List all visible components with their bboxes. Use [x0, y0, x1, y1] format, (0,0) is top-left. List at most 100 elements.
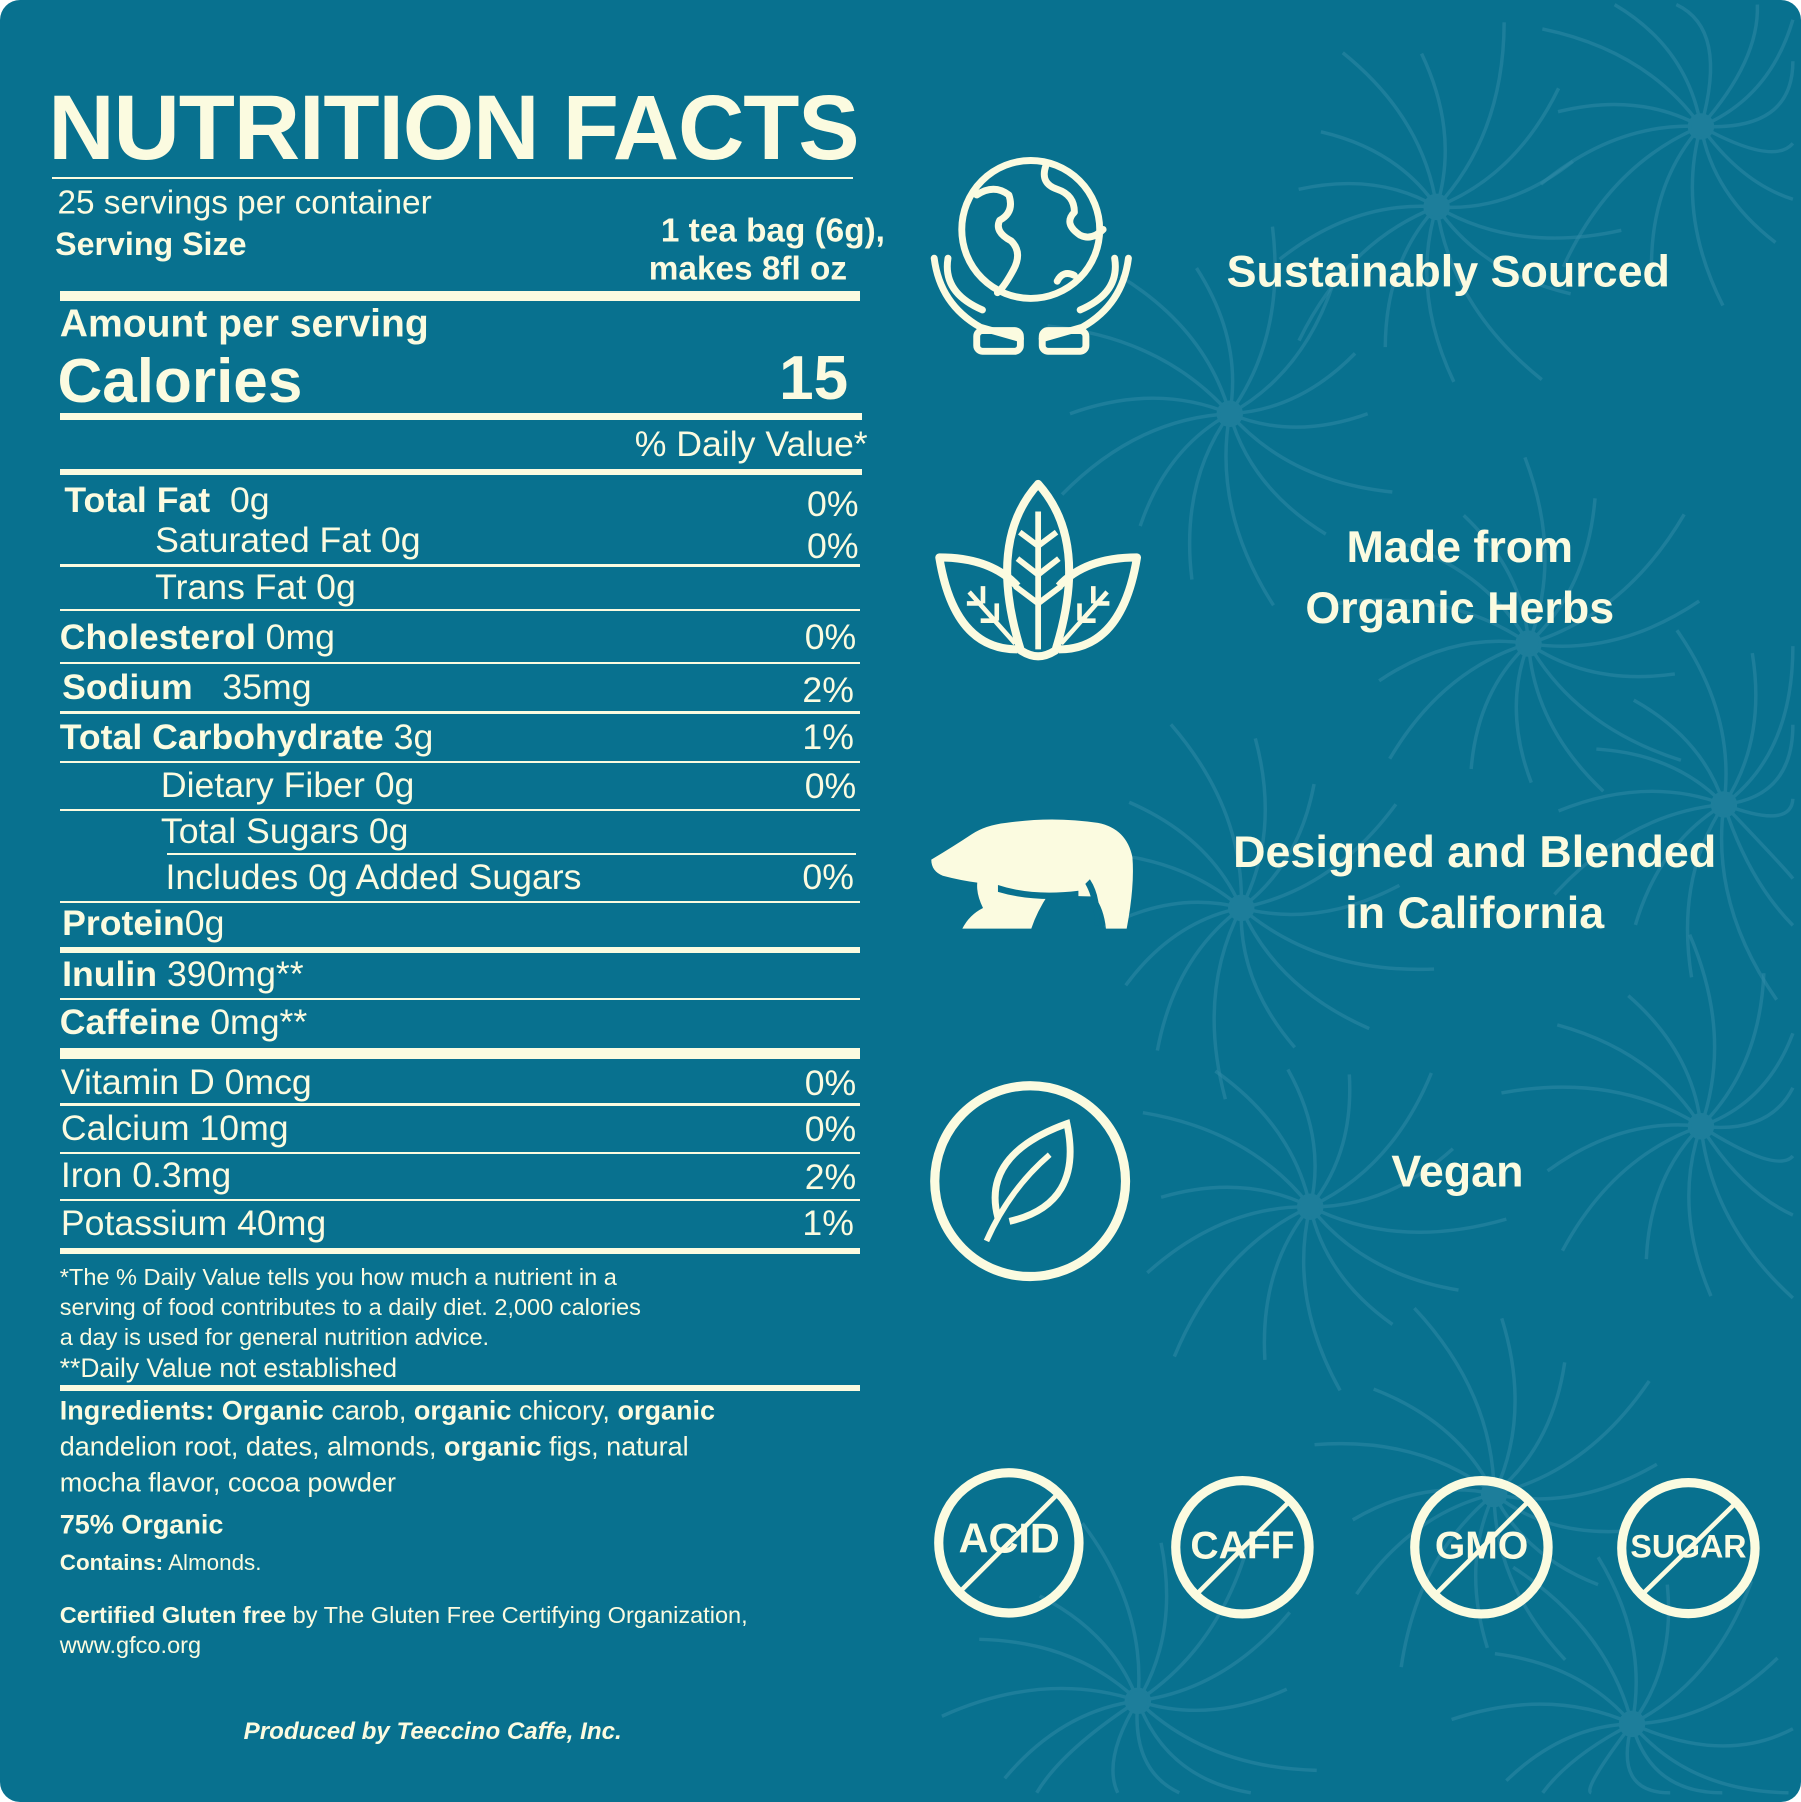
dandelion-strand — [1003, 1699, 1139, 1780]
dandelion-strand — [1308, 1206, 1394, 1326]
dandelion-seed-head — [1515, 630, 1542, 657]
dandelion-strand — [1310, 1147, 1455, 1209]
dandelion-strand — [1137, 1611, 1292, 1703]
dv-cholesterol: 0% — [804, 617, 857, 658]
nutrient-trans-fat: Trans Fat 0g — [155, 567, 356, 608]
dandelion-strand — [1195, 267, 1235, 415]
divider — [59, 1248, 860, 1254]
dandelion-strand — [1685, 803, 1726, 978]
badge-text: CAFF — [1190, 1524, 1295, 1568]
dandelion-strand — [1228, 413, 1327, 536]
dandelion-strand — [1553, 802, 1725, 896]
dandelion-strand — [1378, 639, 1529, 683]
dandelion-strand — [1172, 1205, 1311, 1358]
dandelion-strand — [1492, 1493, 1599, 1587]
dandelion-strand — [1722, 803, 1795, 880]
dandelion-burst — [1335, 456, 1701, 793]
dandelion-strand — [1308, 1074, 1352, 1208]
allergen-statement: Contains: Almonds. — [59, 1549, 262, 1575]
dandelion-strand — [1341, 51, 1439, 208]
ingredients-label: Ingredients: — [59, 1395, 215, 1426]
dandelion-strand — [1631, 1656, 1779, 1726]
label-title: NUTRITION FACTS — [48, 76, 859, 179]
dandelion-strand — [1492, 1362, 1567, 1496]
dv-sodium: 2% — [802, 669, 854, 710]
dandelion-strand — [1523, 456, 1547, 645]
gluten-statement: Certified Gluten free by The Gluten Free… — [60, 1603, 748, 1628]
nutrient-calcium: Calcium 10mg — [60, 1107, 289, 1148]
ingredient-text: organic — [617, 1395, 715, 1426]
badge-no-sugar: SUGAR — [1616, 1478, 1761, 1619]
dandelion-strand — [1690, 125, 1725, 307]
dandelion-strand — [1239, 907, 1297, 1049]
daily-value-header: % Daily Value* — [634, 424, 868, 464]
divider — [59, 760, 860, 764]
dandelion-strand — [1229, 352, 1357, 416]
dandelion-strand — [1675, 629, 1728, 805]
dandelion-strand — [1546, 1123, 1702, 1173]
dandelion-strand — [1228, 412, 1393, 494]
divider — [59, 1385, 860, 1391]
dandelion-strand — [1631, 1580, 1754, 1726]
calories-value: 15 — [779, 344, 849, 414]
dandelion-seed-head — [1687, 113, 1715, 140]
dandelion-strand — [1351, 1488, 1495, 1522]
dandelion-strand — [1528, 599, 1701, 648]
nutrient-caffeine: Caffeine 0mg** — [60, 1004, 308, 1041]
dandelion-strand — [1124, 906, 1242, 987]
nutrient-inulin: Inulin 390mg** — [62, 956, 304, 993]
dandelion-strand — [1699, 1126, 1795, 1300]
divider — [59, 468, 863, 475]
ingredient-text: figs, natural — [541, 1431, 689, 1462]
dandelion-strand — [1214, 1069, 1312, 1208]
dandelion-strand — [1262, 1205, 1312, 1360]
nutrient-amount: 0g — [229, 480, 270, 521]
dandelion-strand — [1700, 1124, 1795, 1163]
nutrient-vitamin-d: Vitamin D 0mcg — [60, 1061, 312, 1102]
divider — [59, 901, 860, 904]
dv-potassium: 1% — [802, 1203, 854, 1244]
dandelion-strand — [1399, 1492, 1496, 1668]
divider — [166, 852, 857, 856]
dandelion-burst — [1142, 1068, 1507, 1392]
dandelion-strand — [1388, 641, 1530, 760]
footnote-line: **Daily Value not established — [59, 1352, 398, 1383]
nutrient-name: Protein — [62, 903, 185, 944]
prohibited-icon — [1617, 1478, 1760, 1619]
amount-per-serving: Amount per serving — [59, 302, 429, 346]
dandelion-strand — [1309, 1072, 1433, 1209]
dandelion-strand — [1146, 1204, 1311, 1275]
dandelion-strand — [1473, 1493, 1496, 1649]
dandelion-strand — [1434, 206, 1543, 381]
contains-label: Contains: — [59, 1549, 164, 1575]
feature-line: Sustainably Sourced — [1226, 246, 1670, 297]
dandelion-strand — [1527, 498, 1597, 645]
dandelion-strand — [1119, 274, 1232, 415]
dandelion-strand — [1644, 1125, 1703, 1260]
dandelion-strand — [1699, 125, 1794, 201]
nutrient-amount: 0mg — [265, 617, 335, 658]
ingredient-text: organic — [413, 1395, 512, 1426]
dandelion-strand — [1136, 1699, 1317, 1773]
ingredient-text: carob, — [323, 1395, 414, 1426]
dandelion-strand — [1308, 1205, 1459, 1292]
divider — [59, 947, 860, 953]
organic-percent: 75% Organic — [59, 1509, 224, 1540]
dandelion-strand — [1038, 1594, 1140, 1702]
divider — [59, 609, 860, 612]
badge-text: SUGAR — [1630, 1528, 1747, 1565]
dandelion-strand — [1155, 906, 1243, 1051]
dandelion-strand — [1224, 413, 1275, 607]
prohibited-icon — [934, 1467, 1084, 1618]
dandelion-strand — [1613, 3, 1703, 127]
dv-total-carbohydrate: 1% — [802, 717, 854, 758]
dandelion-seed-head — [1423, 193, 1450, 221]
badge-text: ACID — [958, 1515, 1060, 1562]
ingredient-text: chicory, — [511, 1395, 618, 1426]
dandelion-strand — [1596, 747, 1726, 806]
dandelion-strand — [1699, 973, 1766, 1128]
dandelion-strand — [1228, 283, 1335, 416]
dandelion-seed-head — [1228, 894, 1255, 922]
ingredients-line: mocha flavor, cocoa powder — [59, 1467, 396, 1498]
dv-dietary-fiber: 0% — [804, 766, 857, 807]
